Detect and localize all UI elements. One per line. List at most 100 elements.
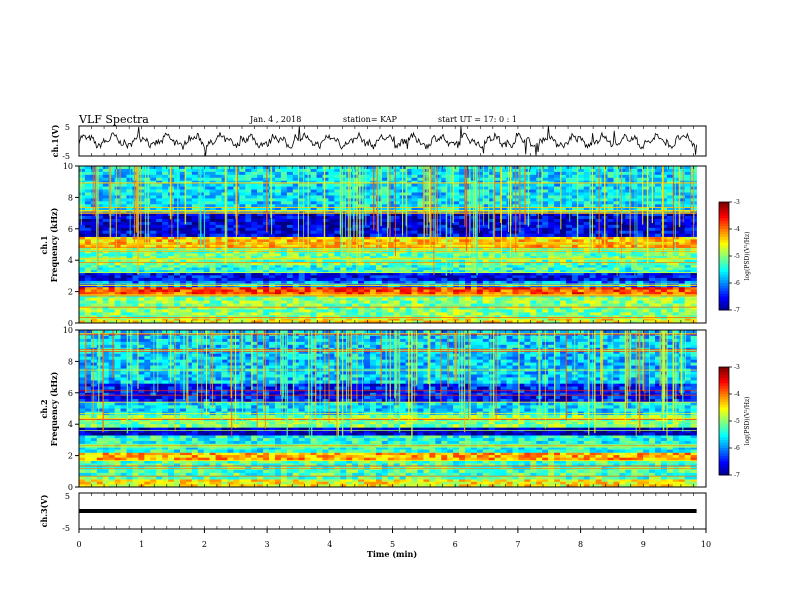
spectrogram-cell: [179, 315, 187, 319]
spectrogram-cell: [174, 216, 181, 220]
spectrogram-cell: [274, 309, 282, 313]
spectrogram-cell: [441, 227, 448, 232]
spectrogram-cell: [631, 272, 638, 276]
spectrogram-cell: [138, 312, 145, 316]
spectrogram-cell: [660, 294, 668, 298]
spectrogram-cell: [530, 320, 537, 324]
spectrogram-cell: [292, 213, 300, 217]
spectrogram-cell: [156, 221, 163, 226]
spectrogram-cell: [637, 236, 644, 240]
spectrogram-cell: [144, 315, 151, 319]
spectrogram-cell: [619, 227, 626, 232]
spectrogram-cell: [245, 277, 252, 281]
spectrogram-cell: [239, 177, 246, 182]
spectrogram-cell: [274, 320, 282, 324]
spectrogram-cell: [322, 186, 329, 190]
spectrogram-cell: [274, 166, 282, 170]
spectrogram-cell: [518, 177, 525, 182]
spectrogram-cell: [96, 267, 104, 271]
spectrogram-cell: [328, 259, 335, 263]
spectrogram-cell: [601, 297, 608, 301]
spectrogram-cell: [292, 227, 300, 232]
spectrogram-cell: [577, 227, 585, 232]
spectrogram-cell: [203, 183, 210, 187]
spectrogram-cell: [429, 297, 436, 301]
spectrogram-cell: [156, 289, 163, 293]
spectrogram-cell: [375, 183, 383, 187]
spectrogram-cell: [548, 315, 555, 319]
spectrogram-cell: [227, 300, 234, 304]
spectrogram-cell: [132, 236, 139, 240]
spectrogram-cell: [352, 264, 359, 268]
spectrogram-cell: [678, 289, 686, 293]
spectrogram-cell: [84, 286, 92, 290]
spectrogram-cell: [90, 294, 98, 298]
spectrogram-cell: [126, 303, 133, 307]
spectrogram-cell: [672, 312, 680, 316]
spectrogram-cell: [429, 236, 436, 240]
spectrogram-cell: [660, 236, 668, 240]
spectrogram-cell: [393, 218, 400, 223]
spectrogram-cell: [672, 264, 680, 268]
spectrogram-cell: [84, 272, 92, 276]
spectrogram-cell: [310, 221, 317, 226]
spectrogram-cell: [518, 236, 525, 240]
spectrogram-cell: [684, 183, 691, 187]
spectrogram-cell: [637, 300, 644, 304]
spectrogram-cell: [411, 315, 418, 319]
spectrogram-cell: [655, 218, 662, 223]
spectrogram-cell: [643, 227, 650, 232]
spectrogram-cell: [637, 297, 644, 301]
spectrogram-cell: [322, 318, 329, 321]
spectrogram-cell: [500, 318, 507, 321]
spectrogram-cell: [399, 306, 406, 310]
spectrogram-cell: [619, 262, 626, 266]
spectrogram-cell: [548, 320, 555, 324]
spectrogram-cell: [108, 315, 115, 319]
spectrogram-cell: [441, 280, 448, 285]
spectrogram-cell: [340, 320, 347, 324]
spectrogram-cell: [132, 227, 139, 232]
spectrogram-cell: [191, 277, 199, 281]
spectrogram-cell: [470, 275, 478, 279]
spectrogram-cell: [364, 292, 371, 296]
spectrogram-cell: [203, 168, 210, 173]
spectrogram-cell: [453, 262, 460, 266]
spectrogram-cell: [292, 280, 300, 285]
spectrogram-cell: [387, 174, 395, 179]
spectrogram-cell: [678, 303, 686, 307]
spectrogram-cell: [274, 318, 282, 321]
spectrogram-cell: [328, 221, 335, 226]
spectrogram-cell: [690, 270, 697, 274]
spectrogram-cell: [375, 300, 383, 304]
spectrogram-cell: [239, 306, 246, 310]
spectrogram-cell: [251, 183, 258, 187]
spectrogram-cell: [655, 300, 662, 304]
spectrogram-cell: [565, 174, 573, 179]
spectrogram-cell: [114, 189, 121, 193]
spectrogram-cell: [393, 256, 400, 260]
spectrogram-cell: [619, 315, 626, 319]
spectrogram-cell: [322, 292, 329, 296]
spectrogram-cell: [399, 318, 406, 321]
spectrogram-cell: [209, 166, 216, 170]
spectrogram-cell: [298, 303, 305, 307]
spectrogram-cell: [298, 264, 305, 268]
spectrogram-cell: [530, 259, 537, 263]
spectrogram-cell: [678, 256, 686, 260]
spectrogram-cell: [340, 183, 347, 187]
spectrogram-cell: [102, 224, 109, 229]
spectrogram-cell: [453, 315, 460, 319]
spectrogram-cell: [375, 277, 383, 281]
spectrogram-cell: [263, 303, 270, 307]
spectrogram-cell: [482, 272, 490, 276]
spectrogram-cell: [500, 236, 507, 240]
spectrogram-cell: [168, 280, 175, 285]
spectrogram-cell: [132, 289, 139, 293]
spectrogram-cell: [381, 236, 389, 240]
spectrogram-cell: [328, 270, 335, 274]
spectrogram-cell: [583, 186, 591, 190]
spectrogram-cell: [500, 286, 507, 290]
spectrogram-cell: [465, 270, 472, 274]
spectrogram-cell: [631, 244, 638, 248]
